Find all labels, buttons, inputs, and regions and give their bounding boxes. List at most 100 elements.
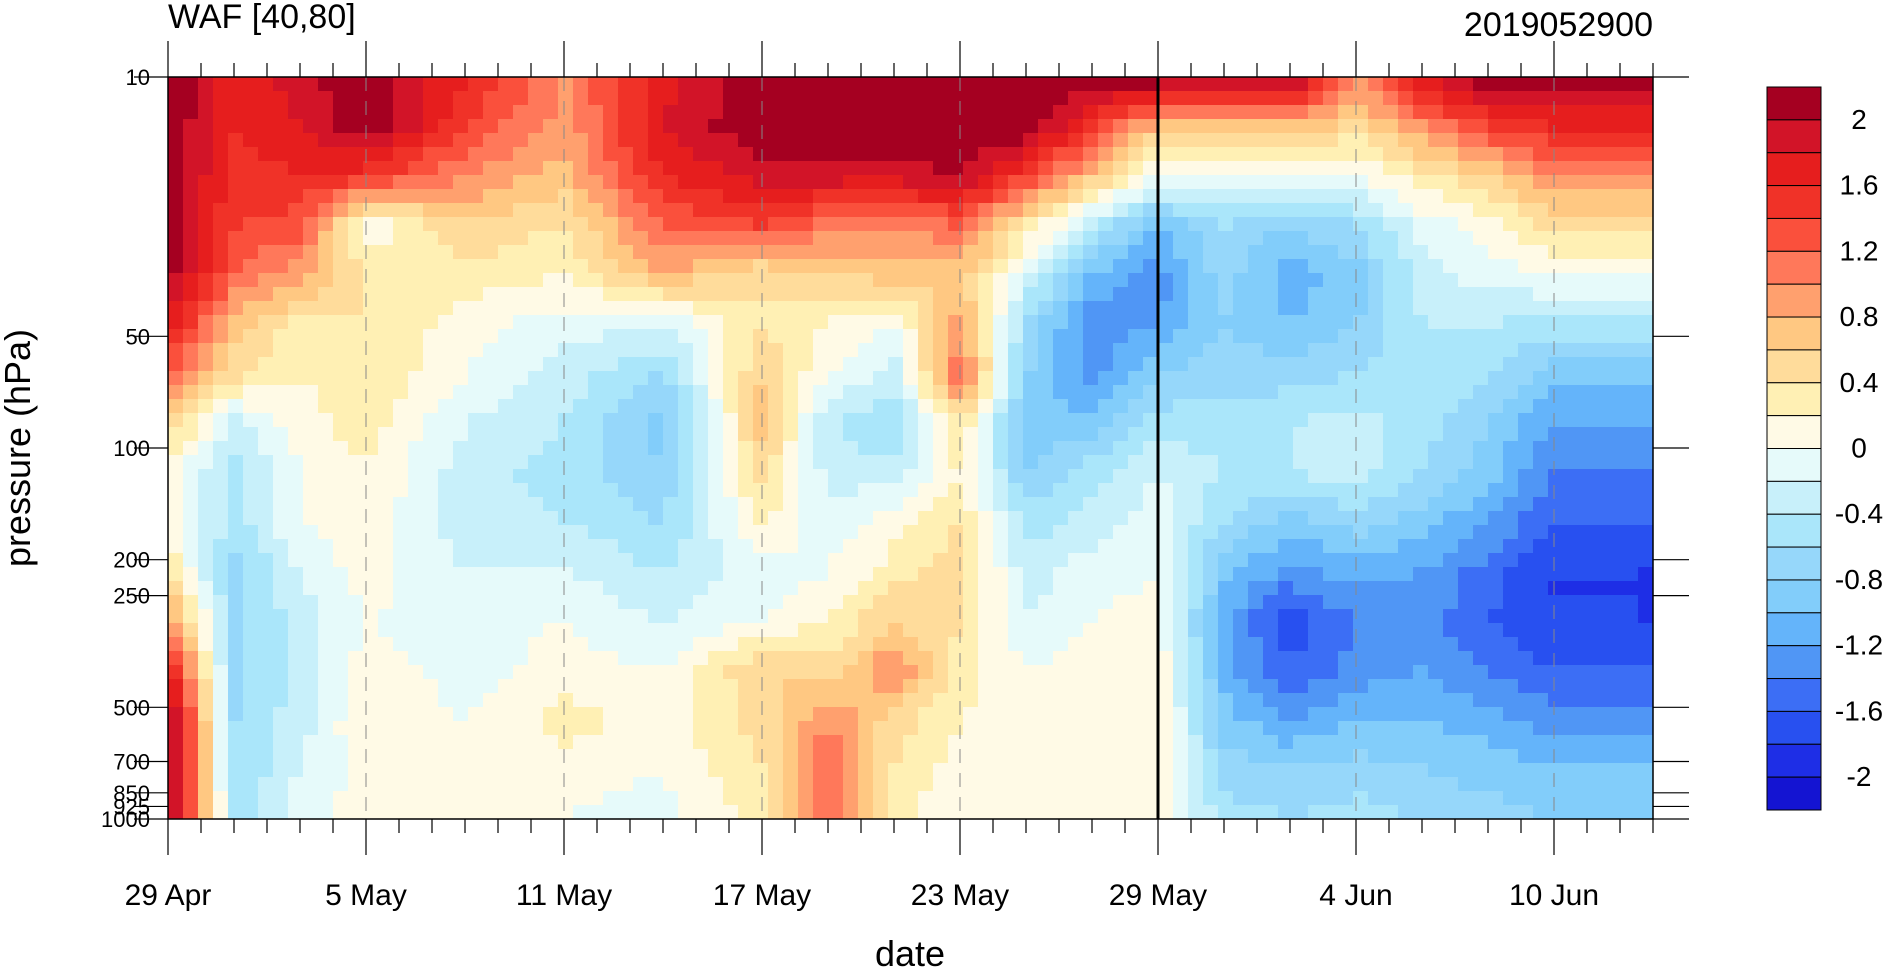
field-cell bbox=[1068, 553, 1084, 568]
field-cell bbox=[1023, 735, 1039, 750]
field-cell bbox=[198, 385, 214, 400]
field-cell bbox=[1278, 735, 1294, 750]
field-cell bbox=[183, 553, 199, 568]
field-cell bbox=[1503, 105, 1519, 120]
field-cell bbox=[648, 623, 664, 638]
field-cell bbox=[288, 665, 304, 680]
field-cell bbox=[1128, 273, 1144, 288]
field-cell bbox=[1233, 217, 1249, 232]
field-cell bbox=[1368, 161, 1384, 176]
field-cell bbox=[753, 105, 769, 120]
field-cell bbox=[738, 777, 754, 792]
field-cell bbox=[258, 539, 274, 554]
field-cell bbox=[723, 357, 739, 372]
field-cell bbox=[1008, 497, 1024, 512]
field-cell bbox=[1488, 749, 1504, 764]
field-cell bbox=[978, 287, 994, 302]
field-cell bbox=[1533, 203, 1549, 218]
field-cell bbox=[423, 665, 439, 680]
field-cell bbox=[858, 525, 874, 540]
field-cell bbox=[798, 119, 814, 134]
field-cell bbox=[843, 581, 859, 596]
field-cell bbox=[783, 399, 799, 414]
field-cell bbox=[1338, 329, 1354, 344]
field-cell bbox=[783, 441, 799, 456]
field-cell bbox=[1068, 287, 1084, 302]
field-cell bbox=[468, 161, 484, 176]
field-cell bbox=[183, 623, 199, 638]
field-cell bbox=[378, 231, 394, 246]
field-cell bbox=[1473, 189, 1489, 204]
field-cell bbox=[198, 497, 214, 512]
field-cell bbox=[693, 371, 709, 386]
field-cell bbox=[1608, 399, 1624, 414]
field-cell bbox=[948, 343, 964, 358]
field-cell bbox=[843, 217, 859, 232]
field-cell bbox=[1368, 119, 1384, 134]
field-cell bbox=[228, 651, 244, 666]
field-cell bbox=[1518, 189, 1534, 204]
field-cell bbox=[303, 413, 319, 428]
field-cell bbox=[708, 525, 724, 540]
field-cell bbox=[1173, 637, 1189, 652]
field-cell bbox=[1473, 203, 1489, 218]
field-cell bbox=[618, 371, 634, 386]
field-cell bbox=[1098, 679, 1114, 694]
field-cell bbox=[948, 371, 964, 386]
field-cell bbox=[528, 231, 544, 246]
field-cell bbox=[423, 553, 439, 568]
field-cell bbox=[1278, 343, 1294, 358]
field-cell bbox=[1008, 441, 1024, 456]
field-cell bbox=[558, 133, 574, 148]
field-cell bbox=[303, 609, 319, 624]
field-cell bbox=[1248, 665, 1264, 680]
field-cell bbox=[948, 441, 964, 456]
field-cell bbox=[1248, 343, 1264, 358]
field-cell bbox=[1488, 133, 1504, 148]
field-cell bbox=[768, 483, 784, 498]
field-cell bbox=[1008, 413, 1024, 428]
field-cell bbox=[453, 357, 469, 372]
field-cell bbox=[1413, 119, 1429, 134]
field-cell bbox=[228, 539, 244, 554]
field-cell bbox=[753, 497, 769, 512]
field-cell bbox=[1368, 595, 1384, 610]
field-cell bbox=[1398, 147, 1414, 162]
field-cell bbox=[288, 133, 304, 148]
field-cell bbox=[1593, 217, 1609, 232]
field-cell bbox=[558, 623, 574, 638]
field-cell bbox=[1158, 147, 1174, 162]
field-cell bbox=[1188, 469, 1204, 484]
field-cell bbox=[738, 553, 754, 568]
field-cell bbox=[1173, 595, 1189, 610]
field-cell bbox=[1083, 147, 1099, 162]
field-cell bbox=[1563, 665, 1579, 680]
field-cell bbox=[1593, 329, 1609, 344]
field-cell bbox=[1278, 147, 1294, 162]
field-cell bbox=[873, 301, 889, 316]
field-cell bbox=[483, 609, 499, 624]
field-cell bbox=[483, 763, 499, 778]
field-cell bbox=[423, 441, 439, 456]
field-cell bbox=[1458, 553, 1474, 568]
field-cell bbox=[738, 259, 754, 274]
field-cell bbox=[1263, 623, 1279, 638]
field-cell bbox=[993, 553, 1009, 568]
field-cell bbox=[1428, 217, 1444, 232]
field-cell bbox=[648, 259, 664, 274]
field-cell bbox=[1188, 609, 1204, 624]
field-cell bbox=[333, 427, 349, 442]
field-cell bbox=[1218, 91, 1234, 106]
field-cell bbox=[528, 441, 544, 456]
field-cell bbox=[1143, 427, 1159, 442]
field-cell bbox=[813, 357, 829, 372]
field-cell bbox=[978, 189, 994, 204]
field-cell bbox=[1023, 581, 1039, 596]
field-cell bbox=[423, 189, 439, 204]
field-cell bbox=[858, 231, 874, 246]
field-cell bbox=[1023, 203, 1039, 218]
field-cell bbox=[1503, 427, 1519, 442]
field-cell bbox=[798, 735, 814, 750]
field-cell bbox=[693, 637, 709, 652]
field-cell bbox=[738, 665, 754, 680]
